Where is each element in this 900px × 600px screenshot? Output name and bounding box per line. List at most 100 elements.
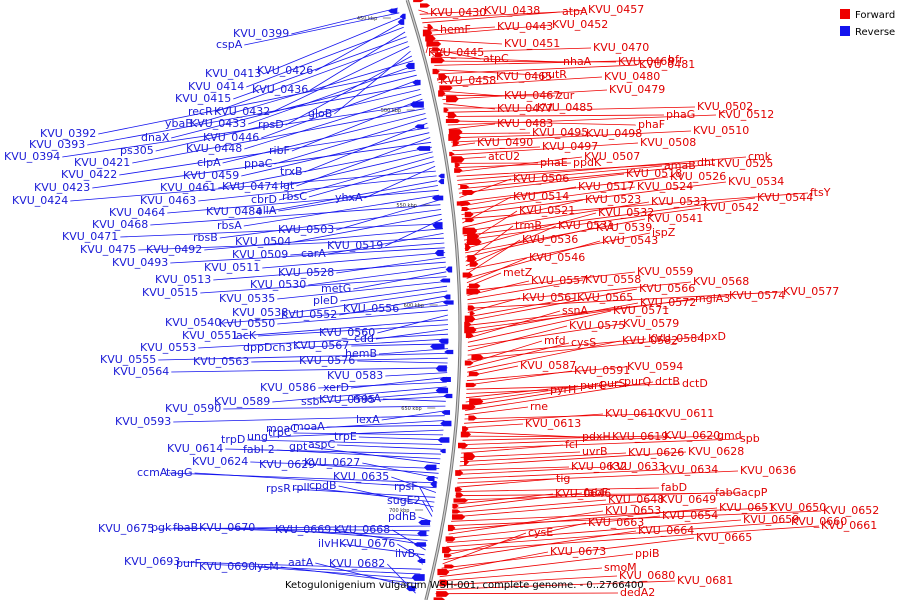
forward-gene-arrow — [438, 90, 446, 97]
reverse-connector — [198, 175, 437, 202]
forward-connector — [434, 59, 667, 66]
reverse-connector — [340, 543, 425, 556]
forward-gene-arrow — [426, 41, 442, 47]
forward-gene-arrow — [443, 107, 449, 113]
forward-gene-label-kvu-0521: KVU_0521 — [519, 204, 575, 217]
forward-gene-label-kvu-0497: KVU_0497 — [542, 140, 598, 153]
forward-gene-arrow — [461, 206, 470, 212]
forward-connector — [451, 507, 769, 522]
reverse-gene-arrow — [417, 530, 427, 537]
forward-gene-label-trmb: trmB — [515, 219, 542, 232]
reverse-connector — [318, 381, 447, 389]
forward-gene-arrow — [465, 332, 474, 339]
forward-gene-label-kvu-0479: KVU_0479 — [609, 83, 665, 96]
forward-connector — [447, 515, 661, 539]
forward-gene-arrow — [464, 321, 472, 328]
forward-gene-label-kvu-0518: KVU_0518 — [626, 167, 682, 180]
reverse-gene-label-kvu-0503: KVU_0503 — [278, 223, 334, 236]
reverse-gene-label-rpli: rplI — [292, 481, 310, 494]
forward-gene-arrow — [446, 95, 459, 103]
forward-gene-label-acpp: acpP — [741, 486, 768, 499]
forward-gene-arrow — [427, 24, 434, 31]
forward-gene-label-cyse: cysE — [528, 526, 553, 539]
forward-connector — [440, 551, 549, 573]
reverse-gene-arrow — [443, 294, 451, 300]
scale-tick-label: 500 kbp — [381, 108, 401, 114]
forward-gene-label-kvu-0438: KVU_0438 — [484, 4, 540, 17]
forward-connector — [458, 173, 625, 194]
forward-gene-label-rne: rne — [530, 400, 548, 413]
reverse-connector — [326, 424, 444, 428]
reverse-gene-arrow — [435, 365, 447, 372]
reverse-gene-arrow — [430, 343, 445, 350]
forward-gene-label-kvu-0619: KVU_0619 — [612, 430, 668, 443]
reverse-connector — [315, 562, 417, 589]
forward-gene-label-kvu-0457: KVU_0457 — [588, 3, 644, 16]
reverse-gene-label-kvu-0448: KVU_0448 — [186, 142, 242, 155]
forward-gene-label-kvu-0654: KVU_0654 — [662, 509, 718, 522]
forward-connector — [419, 10, 483, 15]
forward-connector — [467, 279, 584, 301]
forward-gene-arrow — [463, 453, 476, 460]
genome-caption: Ketogulonigenium vulgarum WSH-001, compl… — [285, 580, 644, 591]
reverse-connector — [353, 271, 447, 290]
forward-gene-label-cyss: cysS — [571, 336, 596, 349]
reverse-connector — [274, 117, 427, 165]
reverse-gene-label-kvu-0474: KVU_0474 — [222, 180, 278, 193]
forward-gene-arrow — [419, 3, 431, 8]
reverse-connector — [299, 420, 445, 430]
reverse-gene-label-kvu-0614: KVU_0614 — [167, 442, 223, 455]
reverse-gene-label-kvu-0595: KVU_0595 — [319, 393, 375, 406]
forward-gene-label-nhaa: nhaA — [563, 55, 592, 68]
forward-gene-label-kvu-0565: KVU_0565 — [577, 291, 633, 304]
forward-connector — [427, 39, 503, 45]
forward-connector — [465, 227, 595, 258]
reverse-gene-label-kvu-0426: KVU_0426 — [257, 64, 313, 77]
reverse-gene-label-moaa: moaA — [293, 420, 325, 433]
forward-gene-label-kvu-0498: KVU_0498 — [586, 127, 642, 140]
reverse-gene-label-kvu-0424: KVU_0424 — [12, 194, 68, 207]
reverse-gene-label-cpdb: cpdB — [309, 479, 337, 492]
forward-connector — [446, 114, 665, 117]
reverse-connector — [308, 161, 435, 198]
forward-gene-arrow — [462, 272, 473, 278]
forward-gene-label-kvu-0543: KVU_0543 — [602, 234, 658, 247]
reverse-gene-label-kvu-0421: KVU_0421 — [74, 156, 130, 169]
reverse-connector — [385, 218, 443, 247]
forward-gene-label-fabf: fabF — [584, 486, 608, 499]
reverse-connector — [200, 276, 447, 294]
reverse-gene-arrow — [388, 8, 398, 14]
legend-swatch-reverse — [840, 26, 850, 36]
forward-connector — [458, 163, 716, 190]
forward-connector — [443, 530, 637, 561]
reverse-connector — [247, 439, 443, 445]
reverse-gene-label-kvu-0624: KVU_0624 — [192, 455, 248, 468]
reverse-gene-label-kvu-0589: KVU_0589 — [214, 395, 270, 408]
forward-gene-arrow — [456, 201, 471, 206]
forward-gene-label-kvu-0650: KVU_0650 — [770, 501, 826, 514]
forward-connector — [446, 120, 637, 126]
reverse-connector — [340, 285, 448, 302]
forward-connector — [431, 56, 562, 63]
reverse-gene-label-kvu-0515: KVU_0515 — [142, 286, 198, 299]
reverse-gene-arrow — [410, 101, 424, 108]
forward-connector — [461, 181, 727, 215]
reverse-connector — [339, 295, 448, 316]
forward-gene-label-kvu-0470: KVU_0470 — [593, 41, 649, 54]
reverse-gene-label-kvu-0459: KVU_0459 — [183, 169, 239, 182]
forward-gene-arrow — [464, 211, 474, 218]
forward-connector — [418, 9, 429, 14]
forward-gene-label-kvu-0651: KVU_0651 — [719, 501, 775, 514]
forward-gene-arrow — [464, 360, 474, 366]
forward-gene-label-kvu-0430: KVU_0430 — [430, 6, 486, 19]
reverse-connector — [272, 386, 447, 403]
forward-gene-label-kvu-0490: KVU_0490 — [477, 136, 533, 149]
strand-legend: Forward Reverse — [840, 9, 895, 38]
reverse-connector — [422, 500, 433, 517]
forward-gene-label-kvu-0480: KVU_0480 — [604, 70, 660, 83]
reverse-gene-label-kvu-0676: KVU_0676 — [339, 537, 395, 550]
forward-connector — [463, 207, 702, 241]
forward-gene-label-purs: purS — [600, 377, 625, 390]
forward-gene-label-phaf: phaF — [638, 118, 665, 131]
reverse-gene-label-xerd: xerD — [323, 381, 349, 394]
